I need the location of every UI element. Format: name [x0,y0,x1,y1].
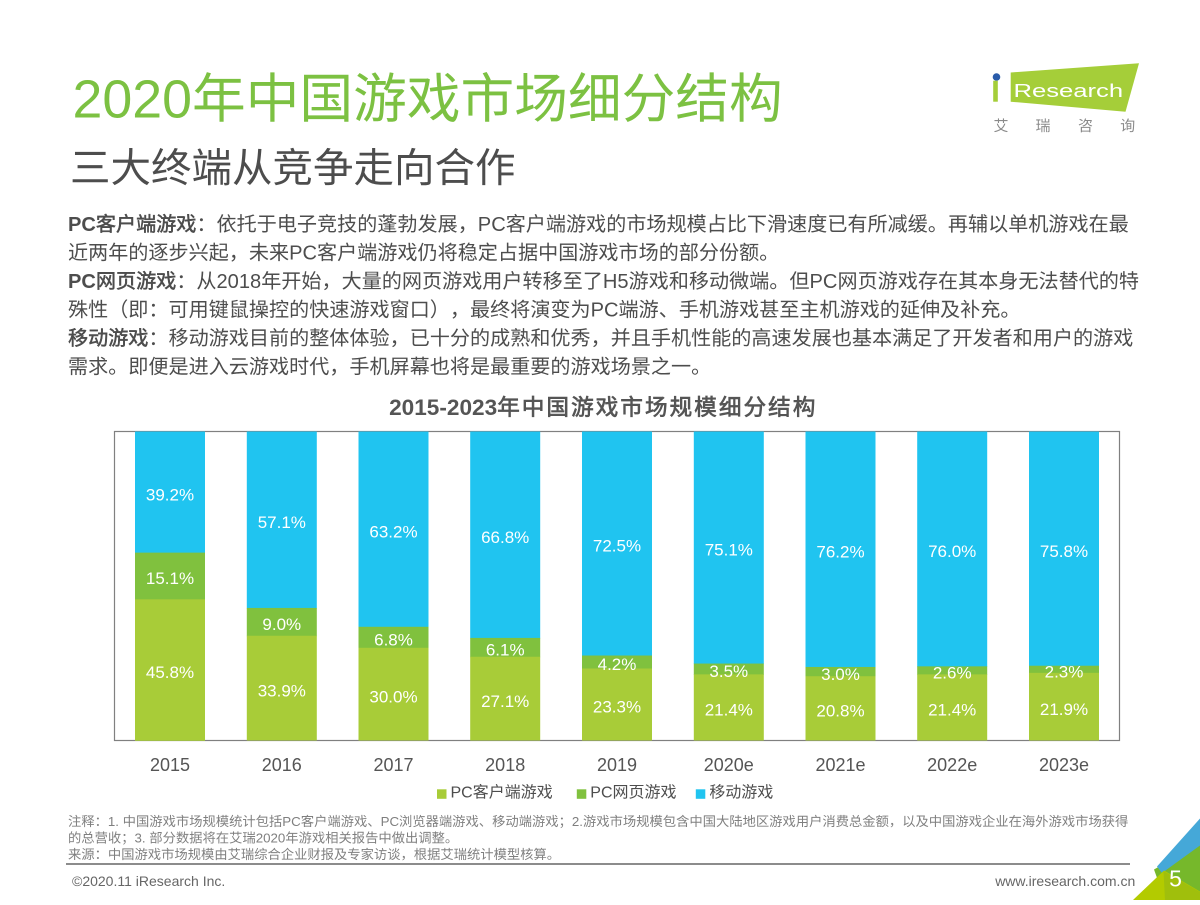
svg-text:H5: H5 [603,271,629,293]
svg-text:21.4%: 21.4% [928,701,976,720]
svg-text:76.0%: 76.0% [928,542,976,561]
svg-text:PC: PC [68,271,96,293]
svg-text:2023e: 2023e [1039,755,1089,775]
svg-text:PC: PC [810,271,838,293]
svg-text:PC: PC [478,214,506,236]
svg-text:72.5%: 72.5% [593,537,641,556]
svg-text:75.1%: 75.1% [705,541,753,560]
svg-text:9.0%: 9.0% [262,615,301,634]
svg-text:5: 5 [1169,866,1182,892]
svg-text:30.0%: 30.0% [369,687,417,706]
svg-text:2017: 2017 [373,755,413,775]
svg-text:2015-2023: 2015-2023 [389,395,497,420]
svg-text:20.8%: 20.8% [816,702,864,721]
svg-text:PC: PC [591,300,619,322]
svg-text:3.0%: 3.0% [821,665,860,684]
svg-text:75.8%: 75.8% [1040,542,1088,561]
svg-text:21.4%: 21.4% [705,701,753,720]
svg-text:23.3%: 23.3% [593,698,641,717]
svg-text:21.9%: 21.9% [1040,700,1088,719]
svg-text:Research: Research [1014,80,1124,101]
svg-text:PC: PC [289,243,317,265]
svg-text:PC: PC [451,785,473,802]
svg-text:©2020.11 iResearch Inc.: ©2020.11 iResearch Inc. [72,873,225,889]
svg-text:45.8%: 45.8% [146,663,194,682]
svg-text:2020: 2020 [73,70,192,130]
svg-text:2018: 2018 [485,755,525,775]
svg-text:57.1%: 57.1% [258,513,306,532]
svg-text:PC: PC [68,214,96,236]
svg-text:2.: 2. [572,814,583,829]
svg-text:2016: 2016 [262,755,302,775]
svg-text:6.1%: 6.1% [486,641,525,660]
svg-text:2.3%: 2.3% [1045,663,1084,682]
svg-text:2.6%: 2.6% [933,664,972,683]
svg-text:PC: PC [590,785,612,802]
svg-text:63.2%: 63.2% [369,522,417,541]
svg-text:76.2%: 76.2% [816,542,864,561]
svg-text:66.8%: 66.8% [481,528,529,547]
svg-text:2022e: 2022e [927,755,977,775]
svg-text:2021e: 2021e [815,755,865,775]
svg-text:4.2%: 4.2% [598,655,637,674]
svg-text:6.8%: 6.8% [374,631,413,650]
svg-text:33.9%: 33.9% [258,681,306,700]
svg-text:2019: 2019 [597,755,637,775]
svg-text:15.1%: 15.1% [146,569,194,588]
svg-text:2020: 2020 [256,831,286,846]
svg-text:3.5%: 3.5% [709,662,748,681]
svg-text:2020e: 2020e [704,755,754,775]
svg-text:www.iresearch.com.cn: www.iresearch.com.cn [994,873,1135,889]
svg-text:PC: PC [282,814,301,829]
svg-text:1.: 1. [108,814,123,829]
svg-text:3.: 3. [135,831,150,846]
svg-text:2015: 2015 [150,755,190,775]
svg-text:PC: PC [381,814,400,829]
svg-text:39.2%: 39.2% [146,485,194,504]
svg-text:27.1%: 27.1% [481,692,529,711]
svg-text:2018: 2018 [217,271,262,293]
